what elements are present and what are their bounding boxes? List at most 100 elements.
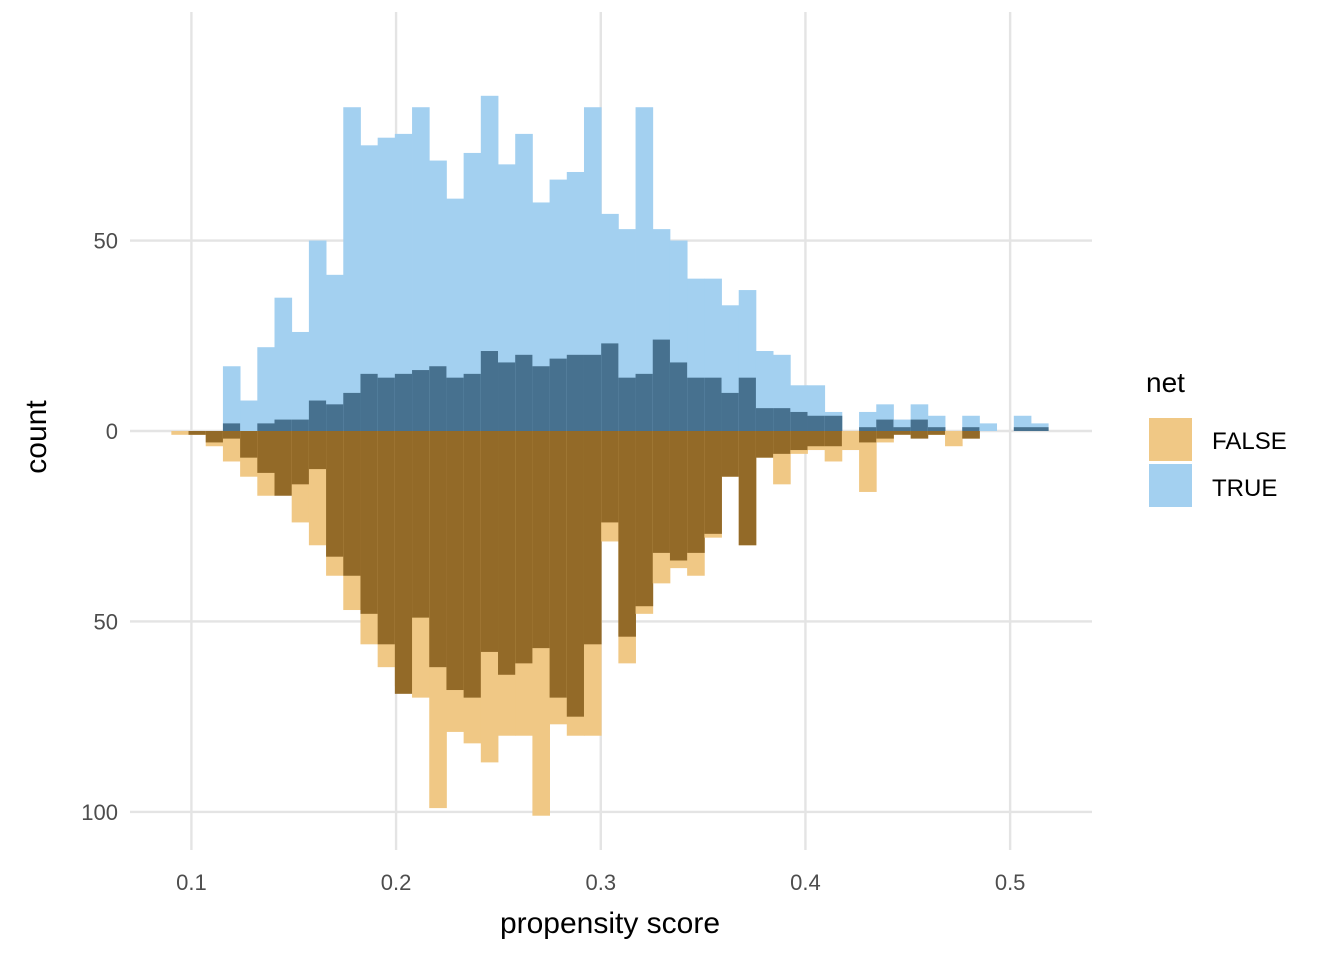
bar-true-total-18 xyxy=(480,95,499,432)
bar-true-total-16 xyxy=(446,198,465,431)
bar-true-matched-43 xyxy=(910,419,929,431)
bar-true-matched-19 xyxy=(498,362,516,431)
bar-true-matched-17 xyxy=(463,373,482,431)
bar-false-matched-4 xyxy=(240,431,258,458)
y-tick-label-0: 50 xyxy=(94,229,118,254)
bar-false-matched-19 xyxy=(498,431,516,675)
bar-true-total-24 xyxy=(583,107,602,432)
bar-true-total-6 xyxy=(274,297,293,431)
bar-false-matched-10 xyxy=(343,431,361,576)
bar-false-matched-28 xyxy=(652,431,671,553)
bar-false-matched-46 xyxy=(962,431,980,439)
bar-true-matched-25 xyxy=(601,343,619,431)
bar-true-matched-11 xyxy=(360,373,379,431)
bar-false-total-39 xyxy=(841,431,860,451)
histogram-bars xyxy=(171,95,1049,816)
bar-true-total-27 xyxy=(635,107,654,432)
legend-label-false: FALSE xyxy=(1212,428,1287,455)
x-tick-label-1: 0.2 xyxy=(381,870,412,895)
bar-true-total-4 xyxy=(240,400,258,431)
bar-false-matched-30 xyxy=(687,431,705,553)
bar-false-matched-22 xyxy=(549,431,568,698)
bar-true-matched-50 xyxy=(1031,427,1049,431)
bar-true-matched-24 xyxy=(583,354,602,431)
bar-false-matched-15 xyxy=(429,431,447,668)
bar-true-total-7 xyxy=(291,331,310,431)
bar-false-matched-6 xyxy=(274,431,293,496)
bar-true-matched-42 xyxy=(893,427,912,431)
bar-true-matched-22 xyxy=(549,358,568,431)
bar-true-matched-5 xyxy=(257,423,275,431)
bar-true-matched-10 xyxy=(343,392,361,431)
bar-true-total-42 xyxy=(893,419,912,431)
bar-false-matched-35 xyxy=(773,431,791,454)
bar-true-total-8 xyxy=(308,240,327,431)
bar-false-total-0 xyxy=(171,431,189,435)
bar-false-matched-18 xyxy=(480,431,499,652)
bar-false-matched-17 xyxy=(463,431,482,698)
x-axis-tick-labels: 0.1 0.2 0.3 0.4 0.5 xyxy=(176,870,1025,895)
bar-true-matched-30 xyxy=(687,377,705,431)
bar-false-matched-21 xyxy=(532,431,550,649)
bar-false-matched-36 xyxy=(790,431,808,451)
bar-true-total-17 xyxy=(463,152,482,431)
x-tick-label-0: 0.1 xyxy=(176,870,207,895)
y-tick-label-3: 100 xyxy=(81,800,118,825)
bar-false-matched-3 xyxy=(222,431,241,439)
bar-false-matched-5 xyxy=(257,431,275,473)
bar-true-matched-9 xyxy=(326,404,344,431)
x-tick-label-3: 0.4 xyxy=(790,870,821,895)
bar-true-matched-38 xyxy=(824,415,843,431)
bar-false-matched-2 xyxy=(205,431,224,443)
bar-true-total-14 xyxy=(412,107,430,432)
bar-true-total-15 xyxy=(429,160,447,431)
bar-false-matched-16 xyxy=(446,431,465,691)
bar-true-total-40 xyxy=(859,411,877,431)
legend: net FALSE TRUE xyxy=(1146,367,1287,507)
x-axis-title: propensity score xyxy=(500,907,720,940)
bar-true-total-11 xyxy=(360,145,379,431)
bar-true-total-12 xyxy=(377,137,396,431)
bar-false-matched-33 xyxy=(738,431,757,546)
x-tick-label-2: 0.3 xyxy=(585,870,616,895)
bar-false-matched-26 xyxy=(618,431,636,637)
bar-true-total-47 xyxy=(979,423,998,431)
bar-false-matched-38 xyxy=(824,431,843,447)
bar-false-matched-23 xyxy=(566,431,585,717)
bar-true-matched-12 xyxy=(377,377,396,431)
bar-true-matched-28 xyxy=(652,339,671,431)
bar-false-matched-40 xyxy=(859,431,877,443)
bar-true-matched-29 xyxy=(669,362,688,431)
bar-false-total-40 xyxy=(859,431,877,492)
bar-false-matched-32 xyxy=(721,431,740,477)
bar-false-matched-29 xyxy=(669,431,688,561)
bar-true-matched-14 xyxy=(412,370,430,431)
bar-false-matched-37 xyxy=(807,431,826,447)
bar-false-matched-9 xyxy=(326,431,344,557)
bar-true-matched-8 xyxy=(308,400,327,431)
legend-swatch-true xyxy=(1149,464,1192,507)
bar-false-matched-11 xyxy=(360,431,379,614)
bar-true-total-9 xyxy=(326,274,344,431)
bar-true-total-3 xyxy=(222,366,241,431)
bar-false-total-45 xyxy=(945,431,963,447)
bar-true-matched-32 xyxy=(721,392,740,431)
bar-false-matched-20 xyxy=(515,431,533,664)
bar-false-matched-43 xyxy=(910,431,929,439)
bar-true-matched-23 xyxy=(566,354,585,431)
bar-true-matched-37 xyxy=(807,415,826,431)
bar-false-matched-27 xyxy=(635,431,654,607)
y-tick-label-2: 50 xyxy=(94,609,118,634)
bar-true-total-13 xyxy=(394,133,413,431)
bar-false-matched-41 xyxy=(876,431,894,439)
bar-true-matched-27 xyxy=(635,373,654,431)
legend-label-true: TRUE xyxy=(1212,475,1277,502)
bar-true-total-5 xyxy=(257,347,275,431)
legend-title: net xyxy=(1146,367,1185,398)
bar-false-matched-14 xyxy=(412,431,430,618)
bar-true-matched-34 xyxy=(755,408,774,431)
bar-false-matched-12 xyxy=(377,431,396,645)
bar-false-matched-8 xyxy=(308,431,327,470)
bar-false-matched-24 xyxy=(583,431,602,645)
